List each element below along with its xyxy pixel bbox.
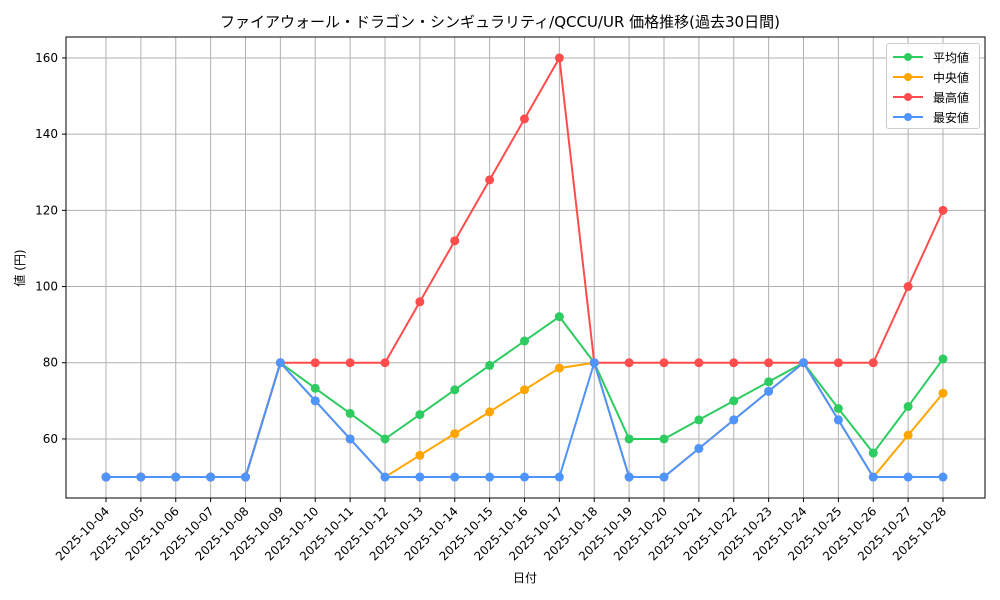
y-tick-label: 100 — [35, 280, 58, 294]
data-point — [345, 434, 355, 444]
data-point — [171, 472, 181, 482]
data-point — [938, 472, 948, 482]
data-point — [415, 472, 425, 482]
legend-item: 平均値 — [893, 48, 969, 66]
data-point — [833, 358, 843, 368]
legend-item: 中央値 — [893, 68, 969, 86]
data-point — [380, 434, 390, 444]
data-point — [554, 53, 564, 63]
data-point — [659, 472, 669, 482]
data-point — [380, 472, 390, 482]
data-point — [485, 360, 495, 370]
legend-label: 最高値 — [933, 90, 970, 105]
legend-marker-icon — [893, 108, 923, 126]
data-point — [275, 358, 285, 368]
y-tick-label: 60 — [43, 432, 58, 446]
legend-label: 最安値 — [933, 110, 970, 125]
data-point — [903, 472, 913, 482]
legend-marker-icon — [893, 88, 923, 106]
data-point — [868, 472, 878, 482]
data-point — [554, 312, 564, 322]
data-point — [310, 358, 320, 368]
data-point — [868, 358, 878, 368]
data-point — [520, 472, 529, 482]
data-point — [764, 377, 774, 387]
data-point — [833, 415, 843, 425]
data-point — [520, 114, 529, 124]
x-axis-label: 日付 — [513, 571, 537, 585]
y-tick-label: 120 — [35, 203, 58, 217]
data-point — [415, 450, 425, 460]
data-point — [485, 175, 495, 185]
data-point — [659, 434, 669, 444]
data-point — [589, 358, 599, 368]
legend-item: 最安値 — [893, 108, 969, 126]
y-tick-label: 80 — [43, 356, 58, 370]
data-point — [554, 363, 564, 373]
data-point — [415, 410, 425, 420]
data-point — [345, 358, 355, 368]
data-point — [520, 336, 529, 346]
data-point — [833, 403, 843, 413]
data-point — [136, 472, 146, 482]
data-point — [554, 472, 564, 482]
data-point — [485, 407, 495, 417]
data-point — [694, 358, 704, 368]
legend-marker-icon — [893, 68, 923, 86]
legend: 平均値中央値最高値最安値 — [886, 43, 980, 129]
plot-frame — [65, 36, 986, 499]
chart-title: ファイアウォール・ドラゴン・シンギュラリティ/QCCU/UR 価格推移(過去30… — [220, 13, 780, 31]
data-point — [310, 396, 320, 406]
data-point — [345, 408, 355, 418]
data-point — [938, 205, 948, 215]
data-point — [624, 472, 634, 482]
legend-marker-icon — [893, 48, 923, 66]
data-point — [764, 358, 774, 368]
data-point — [659, 358, 669, 368]
data-point — [694, 415, 704, 425]
data-point — [799, 358, 808, 368]
y-tick-label: 160 — [35, 51, 58, 65]
y-axis-label: 値 (円) — [12, 249, 27, 286]
data-point — [450, 236, 460, 246]
grid-lines — [66, 37, 985, 498]
legend-item: 最高値 — [893, 88, 969, 106]
legend-label: 中央値 — [933, 70, 970, 85]
data-point — [206, 472, 216, 482]
data-point — [520, 385, 529, 395]
data-point — [624, 434, 634, 444]
data-point — [380, 358, 390, 368]
data-point — [729, 415, 739, 425]
y-axis-ticks: 60 80 100 120 140 160 — [35, 51, 66, 446]
data-point — [485, 472, 495, 482]
data-point — [903, 282, 913, 292]
data-point — [450, 472, 460, 482]
data-point — [868, 448, 878, 458]
data-point — [903, 430, 913, 440]
data-point — [101, 472, 111, 482]
data-point — [938, 354, 948, 364]
x-axis-ticks: 2025-10-042025-10-052025-10-062025-10-07… — [53, 498, 949, 563]
data-point — [694, 443, 704, 453]
data-point — [310, 383, 320, 393]
y-tick-label: 140 — [35, 127, 58, 141]
series-3 — [101, 358, 948, 482]
data-point — [764, 386, 774, 396]
data-point — [903, 402, 913, 412]
data-point — [729, 358, 739, 368]
data-series — [101, 53, 948, 482]
data-point — [241, 472, 250, 482]
data-point — [450, 385, 460, 395]
data-point — [450, 429, 460, 439]
data-point — [415, 297, 425, 307]
legend-label: 平均値 — [933, 50, 970, 65]
data-point — [624, 358, 634, 368]
data-point — [938, 388, 948, 398]
data-point — [729, 396, 739, 406]
